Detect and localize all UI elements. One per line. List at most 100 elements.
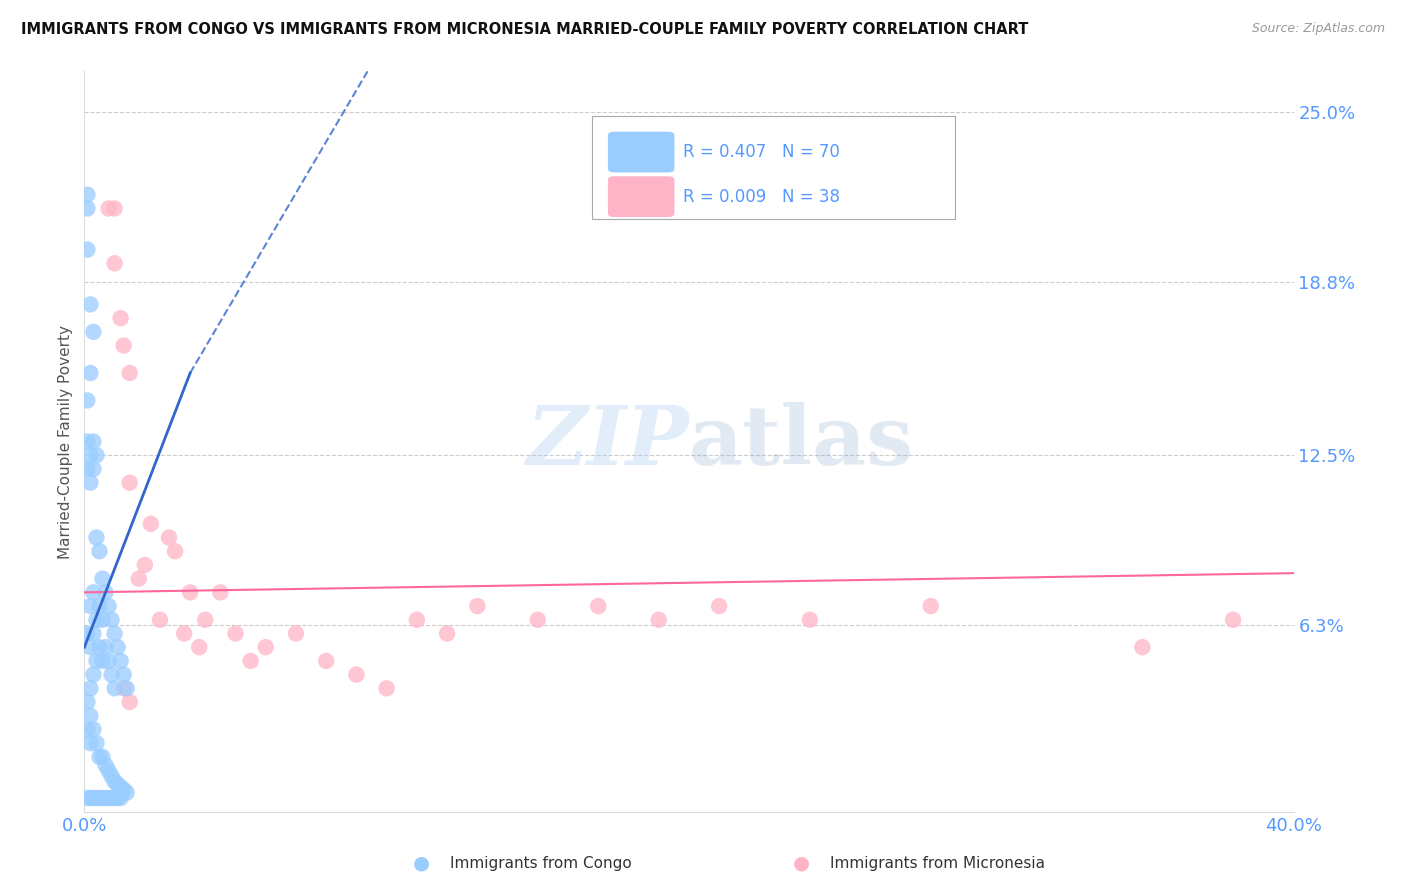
Point: [709, 599, 731, 613]
Point: [86, 654, 108, 668]
Point: [76, 626, 98, 640]
Point: [86, 448, 108, 462]
Point: [139, 516, 162, 531]
FancyBboxPatch shape: [607, 177, 675, 217]
Point: [110, 311, 132, 326]
Point: [100, 667, 122, 681]
Point: [82, 626, 104, 640]
Point: [1130, 640, 1153, 655]
Point: [285, 626, 308, 640]
Point: [588, 599, 610, 613]
Point: [91, 750, 114, 764]
Text: Immigrants from Micronesia: Immigrants from Micronesia: [830, 856, 1045, 871]
Point: [104, 791, 127, 805]
Point: [91, 791, 114, 805]
Point: [89, 791, 111, 805]
Point: [104, 774, 127, 789]
Point: [86, 531, 108, 545]
Text: ●: ●: [793, 854, 810, 873]
FancyBboxPatch shape: [607, 132, 675, 172]
Point: [89, 640, 111, 655]
Point: [97, 791, 120, 805]
Point: [128, 572, 150, 586]
Point: [97, 654, 120, 668]
Text: ●: ●: [413, 854, 430, 873]
Point: [315, 654, 337, 668]
Text: ZIP: ZIP: [526, 401, 689, 482]
Point: [467, 599, 489, 613]
Point: [157, 531, 180, 545]
Point: [79, 681, 101, 696]
Point: [110, 791, 132, 805]
Point: [112, 681, 135, 696]
Point: [86, 791, 108, 805]
Point: [194, 613, 217, 627]
Point: [97, 599, 120, 613]
Point: [110, 654, 132, 668]
Point: [89, 544, 111, 558]
Point: [97, 764, 120, 778]
Text: atlas: atlas: [689, 401, 914, 482]
Point: [100, 769, 122, 783]
Point: [76, 393, 98, 408]
Point: [76, 434, 98, 449]
Point: [375, 681, 398, 696]
Point: [254, 640, 277, 655]
Point: [79, 791, 101, 805]
Point: [173, 626, 195, 640]
Point: [100, 613, 122, 627]
Point: [104, 256, 127, 270]
Point: [76, 723, 98, 737]
Point: [94, 758, 117, 772]
Point: [149, 613, 172, 627]
Point: [89, 750, 111, 764]
Point: [225, 626, 247, 640]
Point: [115, 681, 138, 696]
Point: [79, 448, 101, 462]
Point: [79, 640, 101, 655]
Point: [94, 585, 117, 599]
Point: [79, 708, 101, 723]
Point: [94, 640, 117, 655]
Point: [107, 640, 129, 655]
Point: [527, 613, 550, 627]
Point: [79, 475, 101, 490]
Point: [920, 599, 942, 613]
Point: [104, 202, 127, 216]
Point: [118, 366, 141, 380]
Point: [188, 640, 211, 655]
Point: [91, 572, 114, 586]
Point: [134, 558, 156, 572]
Point: [76, 695, 98, 709]
Point: [436, 626, 458, 640]
Point: [239, 654, 262, 668]
Point: [76, 187, 98, 202]
Point: [100, 791, 122, 805]
Point: [94, 791, 117, 805]
Point: [82, 462, 104, 476]
Point: [91, 654, 114, 668]
Point: [89, 599, 111, 613]
Point: [76, 202, 98, 216]
Point: [82, 585, 104, 599]
Point: [118, 475, 141, 490]
Point: [1222, 613, 1244, 627]
Point: [91, 613, 114, 627]
Point: [118, 695, 141, 709]
Point: [406, 613, 429, 627]
Text: IMMIGRANTS FROM CONGO VS IMMIGRANTS FROM MICRONESIA MARRIED-COUPLE FAMILY POVERT: IMMIGRANTS FROM CONGO VS IMMIGRANTS FROM…: [21, 22, 1028, 37]
Point: [107, 791, 129, 805]
Point: [79, 297, 101, 311]
Point: [179, 585, 201, 599]
Text: Source: ZipAtlas.com: Source: ZipAtlas.com: [1251, 22, 1385, 36]
Point: [76, 243, 98, 257]
Point: [165, 544, 187, 558]
Point: [346, 667, 368, 681]
Point: [115, 785, 138, 799]
Point: [107, 777, 129, 791]
Point: [86, 736, 108, 750]
Point: [79, 736, 101, 750]
Point: [79, 599, 101, 613]
Point: [112, 667, 135, 681]
Point: [648, 613, 671, 627]
